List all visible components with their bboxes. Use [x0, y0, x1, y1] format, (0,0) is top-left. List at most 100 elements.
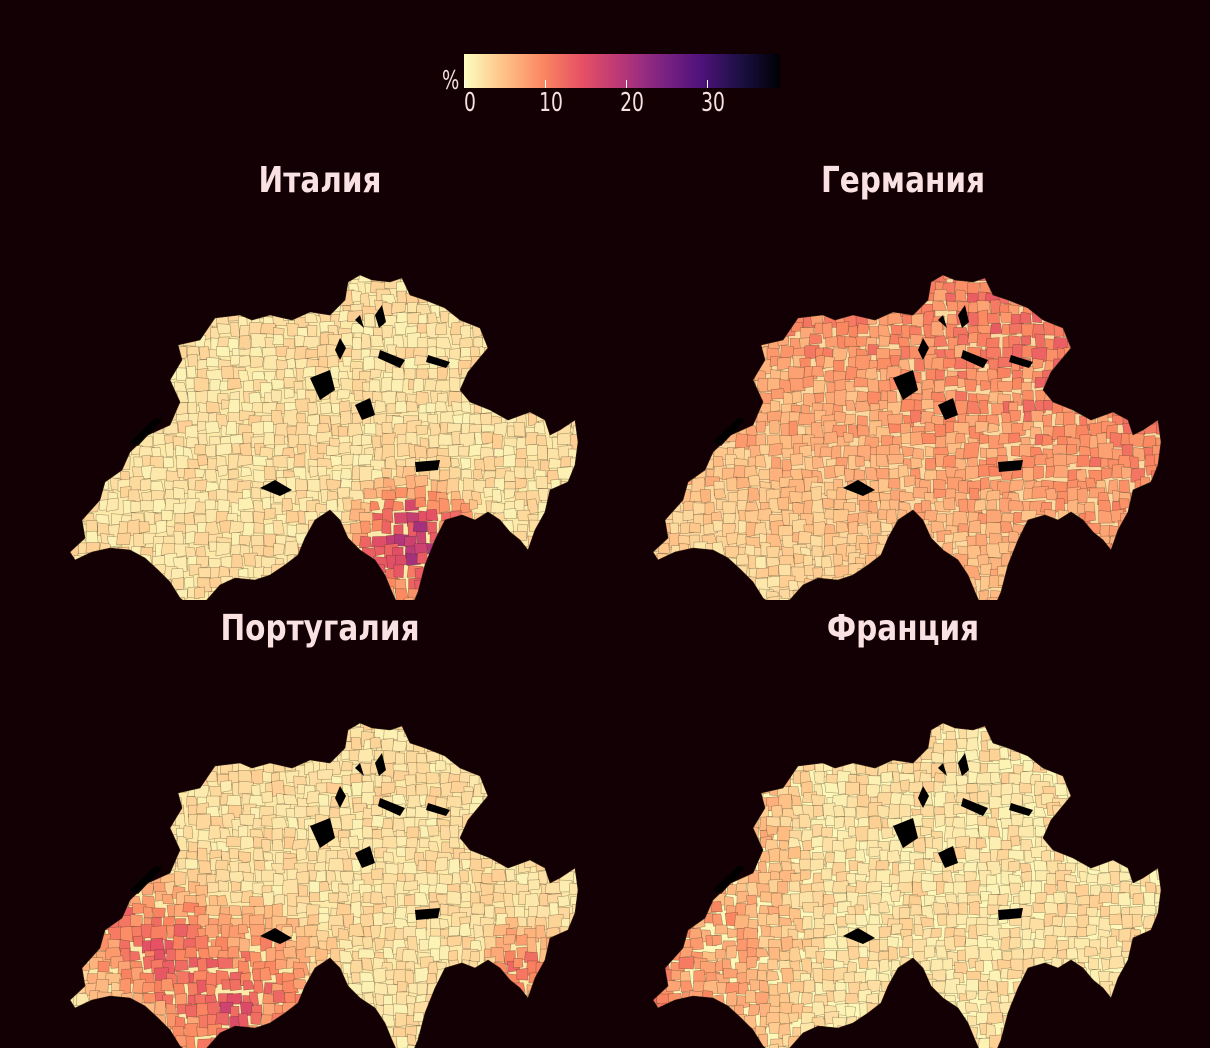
municipality [1053, 555, 1064, 565]
municipality [473, 763, 488, 775]
municipality [473, 739, 487, 750]
municipality [944, 577, 954, 589]
municipality [273, 544, 284, 556]
municipality [1166, 491, 1179, 504]
municipality [667, 783, 682, 797]
municipality [845, 586, 857, 599]
municipality [571, 413, 586, 429]
municipality [171, 577, 184, 589]
municipality [571, 376, 580, 388]
municipality [815, 393, 825, 403]
municipality [99, 543, 111, 555]
municipality [118, 578, 131, 591]
municipality [141, 1027, 155, 1038]
municipality [493, 293, 508, 304]
municipality [1066, 392, 1076, 405]
municipality [66, 469, 77, 484]
municipality [716, 290, 729, 303]
municipality [121, 411, 136, 421]
municipality [252, 268, 265, 279]
municipality [118, 299, 128, 312]
municipality [105, 290, 121, 301]
municipality [1064, 737, 1078, 748]
municipality [338, 725, 351, 741]
municipality [1132, 360, 1143, 373]
municipality [1141, 404, 1151, 415]
municipality [109, 302, 122, 313]
municipality [682, 402, 692, 416]
municipality [538, 565, 550, 577]
municipality [295, 1025, 310, 1038]
municipality [493, 345, 506, 360]
municipality [1010, 586, 1023, 600]
municipality [667, 717, 678, 731]
municipality [1123, 291, 1137, 304]
municipality [1119, 499, 1129, 510]
municipality [803, 302, 814, 317]
municipality [154, 1000, 165, 1015]
legend-tick-label: 30 [701, 88, 725, 118]
municipality [1002, 716, 1017, 726]
municipality [303, 576, 321, 587]
municipality [495, 321, 506, 336]
municipality [857, 324, 869, 334]
municipality [1132, 569, 1144, 580]
municipality [514, 422, 525, 436]
municipality [1020, 312, 1032, 323]
municipality [571, 503, 583, 519]
municipality [206, 317, 217, 327]
municipality [748, 590, 759, 600]
municipality [733, 784, 749, 798]
municipality [98, 839, 113, 849]
municipality [107, 437, 120, 447]
municipality [825, 336, 838, 347]
municipality [661, 303, 675, 318]
municipality [208, 590, 224, 600]
municipality [86, 588, 102, 599]
municipality [1089, 750, 1099, 762]
municipality [328, 1038, 343, 1048]
municipality [496, 576, 510, 586]
municipality [117, 793, 133, 803]
municipality [987, 314, 999, 324]
municipality [1152, 729, 1166, 743]
municipality [779, 564, 791, 577]
municipality [932, 578, 948, 593]
municipality [482, 726, 499, 740]
municipality [64, 424, 79, 437]
municipality [539, 776, 552, 788]
municipality [658, 508, 674, 519]
municipality [116, 727, 126, 740]
municipality [155, 389, 167, 403]
map-panel-portugal: Португалия [30, 608, 610, 1048]
municipality [582, 448, 596, 458]
municipality [164, 423, 179, 435]
municipality [672, 282, 684, 293]
legend-tick-mark [464, 80, 465, 88]
municipality [174, 871, 186, 885]
municipality [539, 522, 552, 534]
municipality [547, 402, 558, 416]
municipality [287, 1037, 297, 1048]
municipality [1084, 579, 1096, 591]
municipality [528, 761, 538, 773]
municipality [901, 399, 916, 411]
municipality [922, 546, 935, 557]
municipality [1053, 521, 1063, 538]
municipality [705, 426, 717, 436]
municipality [845, 782, 859, 796]
municipality [735, 313, 745, 323]
municipality [746, 717, 756, 733]
municipality [1130, 268, 1141, 282]
municipality [711, 716, 723, 729]
municipality [1162, 521, 1175, 533]
municipality [1165, 719, 1180, 733]
municipality [381, 377, 392, 392]
municipality [1008, 531, 1019, 543]
municipality [85, 881, 100, 893]
municipality [165, 442, 174, 456]
municipality [496, 765, 512, 778]
municipality [536, 859, 548, 872]
municipality [1046, 598, 1060, 600]
panel-title: Франция [665, 608, 1141, 649]
